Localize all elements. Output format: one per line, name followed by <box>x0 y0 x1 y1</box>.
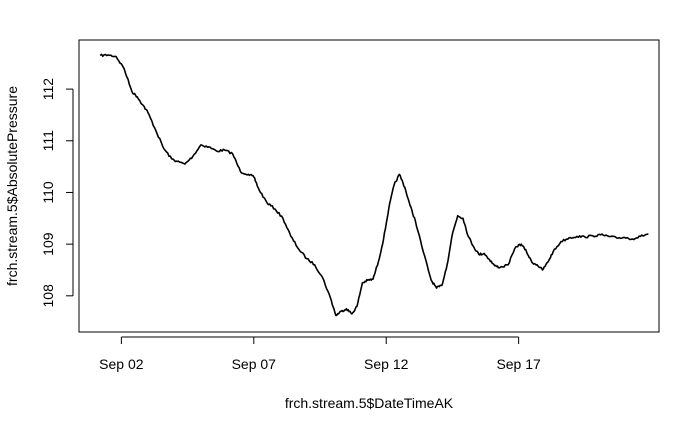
x-tick-label: Sep 07 <box>232 356 277 372</box>
pressure-series-line <box>99 53 649 317</box>
x-tick-label: Sep 12 <box>364 356 409 372</box>
y-tick-label: 111 <box>40 130 56 151</box>
x-axis-label: frch.stream.5$DateTimeAK <box>285 395 454 411</box>
x-tick-label: Sep 17 <box>496 356 541 372</box>
y-tick-label: 109 <box>40 232 56 256</box>
y-axis: 108 109 110 111 112 <box>40 78 74 308</box>
y-tick-label: 112 <box>40 78 56 101</box>
y-axis-label: frch.stream.5$AbsolutePressure <box>4 86 20 286</box>
y-tick-label: 108 <box>40 284 56 308</box>
x-axis: Sep 02 Sep 07 Sep 12 Sep 17 <box>99 336 541 372</box>
plot-frame <box>78 39 660 333</box>
y-tick-label: 110 <box>40 181 56 204</box>
x-tick-label: Sep 02 <box>99 356 144 372</box>
